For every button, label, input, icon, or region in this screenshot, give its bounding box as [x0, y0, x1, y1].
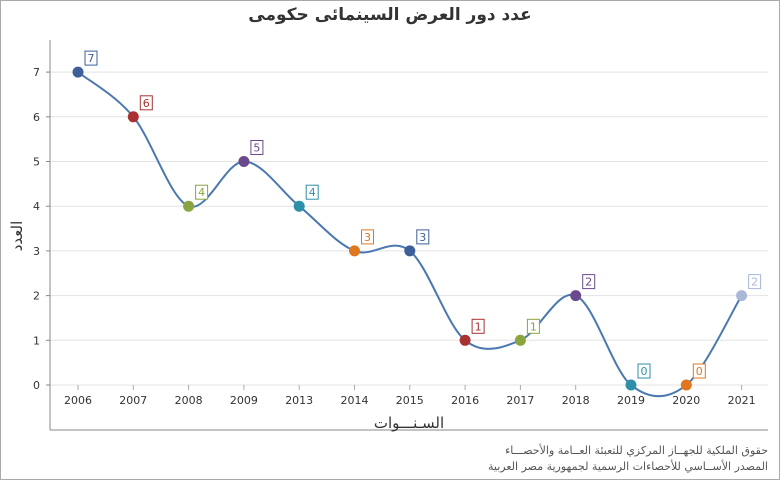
- data-label-box: [526, 318, 540, 334]
- y-tick-label: 7: [33, 66, 40, 79]
- data-point: [680, 379, 692, 391]
- data-label-text: 4: [309, 186, 316, 199]
- y-tick-label: 4: [33, 200, 40, 213]
- data-point: [238, 156, 250, 167]
- data-label: 1: [526, 318, 540, 334]
- x-tick-label: 2013: [285, 394, 313, 407]
- data-point: [72, 66, 84, 78]
- footer-copyright: حقوق الملكية للجهــاز المركزي للتعبئة ال…: [505, 444, 768, 457]
- x-tick-label: 2020: [672, 394, 700, 407]
- x-tick-label: 2007: [119, 394, 147, 407]
- x-tick-label: 2014: [341, 394, 369, 407]
- data-label-text: 2: [751, 276, 758, 289]
- data-label: 0: [692, 363, 706, 379]
- data-label-text: 0: [696, 365, 703, 378]
- x-tick-label: 2016: [451, 394, 479, 407]
- data-label-box: [637, 363, 651, 379]
- data-label: 4: [305, 184, 319, 200]
- x-tick-label: 2017: [506, 394, 534, 407]
- y-tick-label: 3: [33, 245, 40, 258]
- data-label: 0: [637, 363, 651, 379]
- y-axis-title: العدد: [8, 221, 26, 252]
- x-tick-label: 2015: [396, 394, 424, 407]
- series-line: [77, 71, 743, 398]
- data-label-text: 1: [475, 320, 482, 333]
- x-axis-title: السـنـــوات: [374, 414, 444, 432]
- data-label: 3: [361, 229, 374, 245]
- data-points: [72, 66, 748, 391]
- y-tick-label: 0: [33, 379, 40, 392]
- data-label-text: 3: [364, 231, 371, 244]
- data-point: [127, 111, 139, 123]
- data-label: 6: [139, 95, 153, 111]
- data-label-box: [361, 229, 374, 245]
- data-label-box: [692, 363, 706, 379]
- data-label-box: [139, 95, 153, 111]
- data-label-text: 1: [530, 320, 537, 333]
- data-label: 5: [250, 140, 264, 155]
- data-point: [183, 200, 195, 212]
- x-axis-ticks: 2006 2007 2008 2009 2013 2014 2015 2016 2017 2018…: [64, 385, 756, 407]
- y-axis-ticks: 0 1 2 3 4 5 6 7: [33, 66, 50, 392]
- data-label: 2: [748, 274, 762, 290]
- data-label-box: [250, 140, 264, 155]
- data-label-box: [195, 184, 209, 200]
- data-point: [625, 379, 637, 391]
- x-tick-label: 2021: [728, 394, 756, 407]
- x-tick-label: 2009: [230, 394, 258, 407]
- data-label-box: [84, 50, 98, 66]
- y-tick-label: 2: [33, 290, 40, 303]
- data-label: 7: [84, 50, 98, 66]
- y-tick-label: 1: [33, 334, 40, 347]
- data-label: 1: [471, 318, 485, 334]
- footer-source: المصدر الأســاسي للأحصاءات الرسمية لجمهو…: [488, 460, 768, 473]
- y-tick-label: 5: [33, 156, 40, 169]
- data-label: 2: [582, 274, 596, 290]
- data-label-text: 5: [253, 142, 260, 155]
- data-label-text: 7: [88, 52, 95, 65]
- data-point: [570, 290, 582, 302]
- data-label-box: [471, 318, 485, 334]
- data-point: [459, 334, 471, 346]
- data-label: 3: [416, 229, 430, 245]
- data-label-box: [416, 229, 430, 245]
- data-label-text: 2: [585, 276, 592, 289]
- data-label-box: [582, 274, 596, 290]
- chart-title: عدد دور العرض السينمائى حكومى: [248, 5, 532, 25]
- grid-lines: [50, 71, 768, 386]
- data-label-box: [748, 274, 762, 290]
- data-label-text: 0: [641, 365, 648, 378]
- axes: [49, 40, 768, 431]
- data-label-text: 4: [198, 186, 205, 199]
- x-tick-label: 2008: [175, 394, 203, 407]
- data-labels: 7 6 4 5 4 3 3 1 1 2 0 0 2: [84, 50, 762, 379]
- data-point: [736, 290, 748, 302]
- x-tick-label: 2019: [617, 394, 645, 407]
- data-point: [514, 334, 526, 346]
- data-label-box: [305, 184, 319, 200]
- data-label-text: 3: [419, 231, 426, 244]
- data-label-text: 6: [143, 97, 150, 110]
- data-label: 4: [195, 184, 209, 200]
- y-tick-label: 6: [33, 111, 40, 124]
- x-tick-label: 2006: [64, 394, 92, 407]
- data-point: [293, 200, 305, 212]
- x-tick-label: 2018: [562, 394, 590, 407]
- data-point: [349, 245, 360, 257]
- data-point: [404, 245, 416, 257]
